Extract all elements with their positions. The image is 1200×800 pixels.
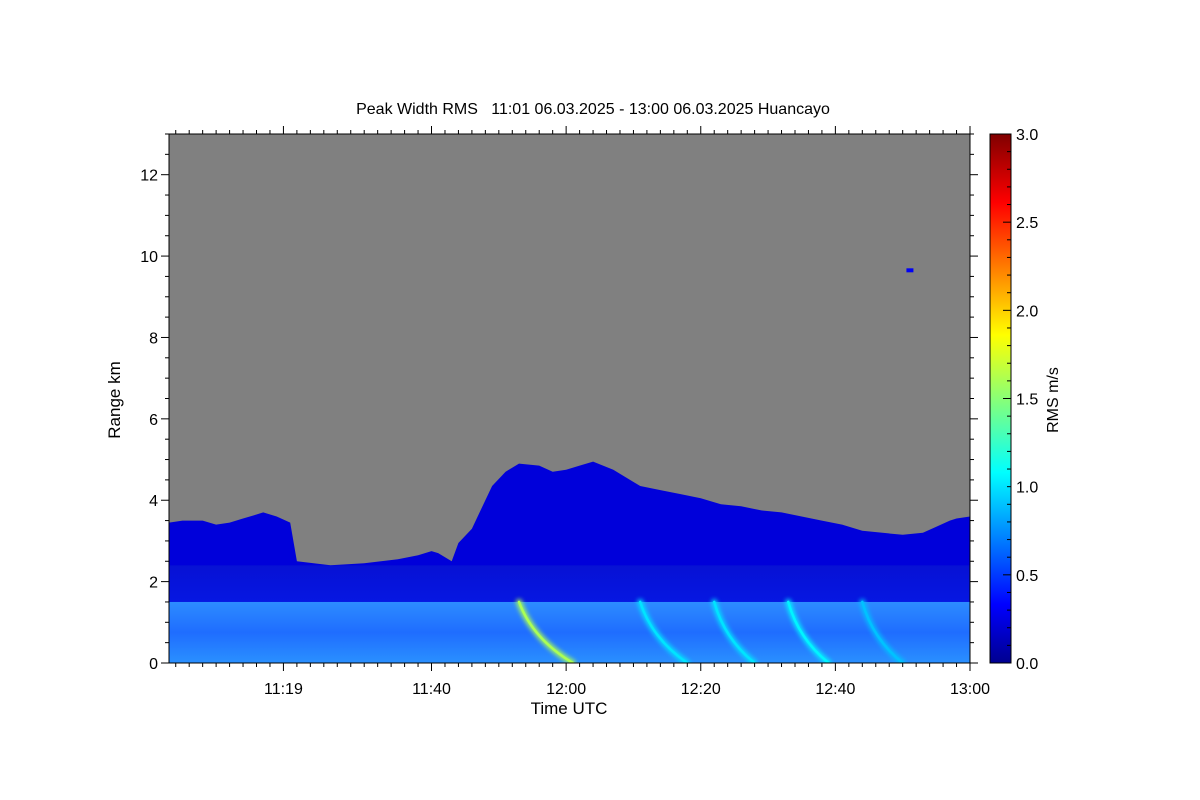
colorbar-tick-label: 2.0 xyxy=(1016,303,1038,320)
colorbar: 0.0 0.5 1.0 1.5 2.0 2.5 3.0 RMS m/s xyxy=(989,127,1062,673)
colorbar-tick-label: 0.5 xyxy=(1016,568,1038,585)
fall-streak-core-5 xyxy=(861,600,904,663)
x-tick-label: 12:00 xyxy=(546,681,586,698)
colorbar-ticks: 0.0 0.5 1.0 1.5 2.0 2.5 3.0 xyxy=(1003,127,1038,673)
fall-streaks xyxy=(516,598,906,663)
x-tick-label: 12:20 xyxy=(681,681,721,698)
y-axis-label: Range km xyxy=(105,361,124,438)
y-tick-label: 10 xyxy=(140,249,158,266)
y-tick-label: 2 xyxy=(149,575,158,592)
y-axis: 0 2 4 6 8 10 12 xyxy=(140,133,978,673)
colorbar-label: RMS m/s xyxy=(1045,367,1062,433)
y-tick-label: 0 xyxy=(149,656,158,673)
x-axis: 11:19 11:40 12:00 12:20 12:40 13:00 xyxy=(175,126,990,698)
low-layer-band xyxy=(169,601,970,663)
colorbar-tick-label: 2.5 xyxy=(1016,215,1038,232)
fall-streak-core-4 xyxy=(787,600,830,663)
y-tick-label: 4 xyxy=(149,493,158,510)
y-tick-label: 12 xyxy=(140,168,158,185)
speckle-patch xyxy=(906,268,914,273)
plot-area xyxy=(169,134,970,663)
y-tick-label: 8 xyxy=(149,330,158,347)
chart-title: Peak Width RMS 11:01 06.03.2025 - 13:00 … xyxy=(356,101,830,118)
colorbar-tick-label: 3.0 xyxy=(1016,127,1038,144)
mid-layer-band xyxy=(169,565,970,602)
colorbar-tick-label: 1.5 xyxy=(1016,392,1038,409)
fall-streak-core-2 xyxy=(638,600,689,663)
x-tick-label: 13:00 xyxy=(950,681,990,698)
fall-streak-core-1 xyxy=(517,600,575,663)
colorbar-tick-label: 1.0 xyxy=(1016,480,1038,497)
fall-streak-core-3 xyxy=(712,600,756,663)
y-tick-label: 6 xyxy=(149,412,158,429)
x-tick-label: 11:40 xyxy=(412,681,451,698)
colorbar-tick-label: 0.0 xyxy=(1016,656,1038,673)
x-axis-label: Time UTC xyxy=(531,699,608,718)
x-tick-label: 11:19 xyxy=(264,681,303,698)
x-tick-label: 12:40 xyxy=(815,681,855,698)
